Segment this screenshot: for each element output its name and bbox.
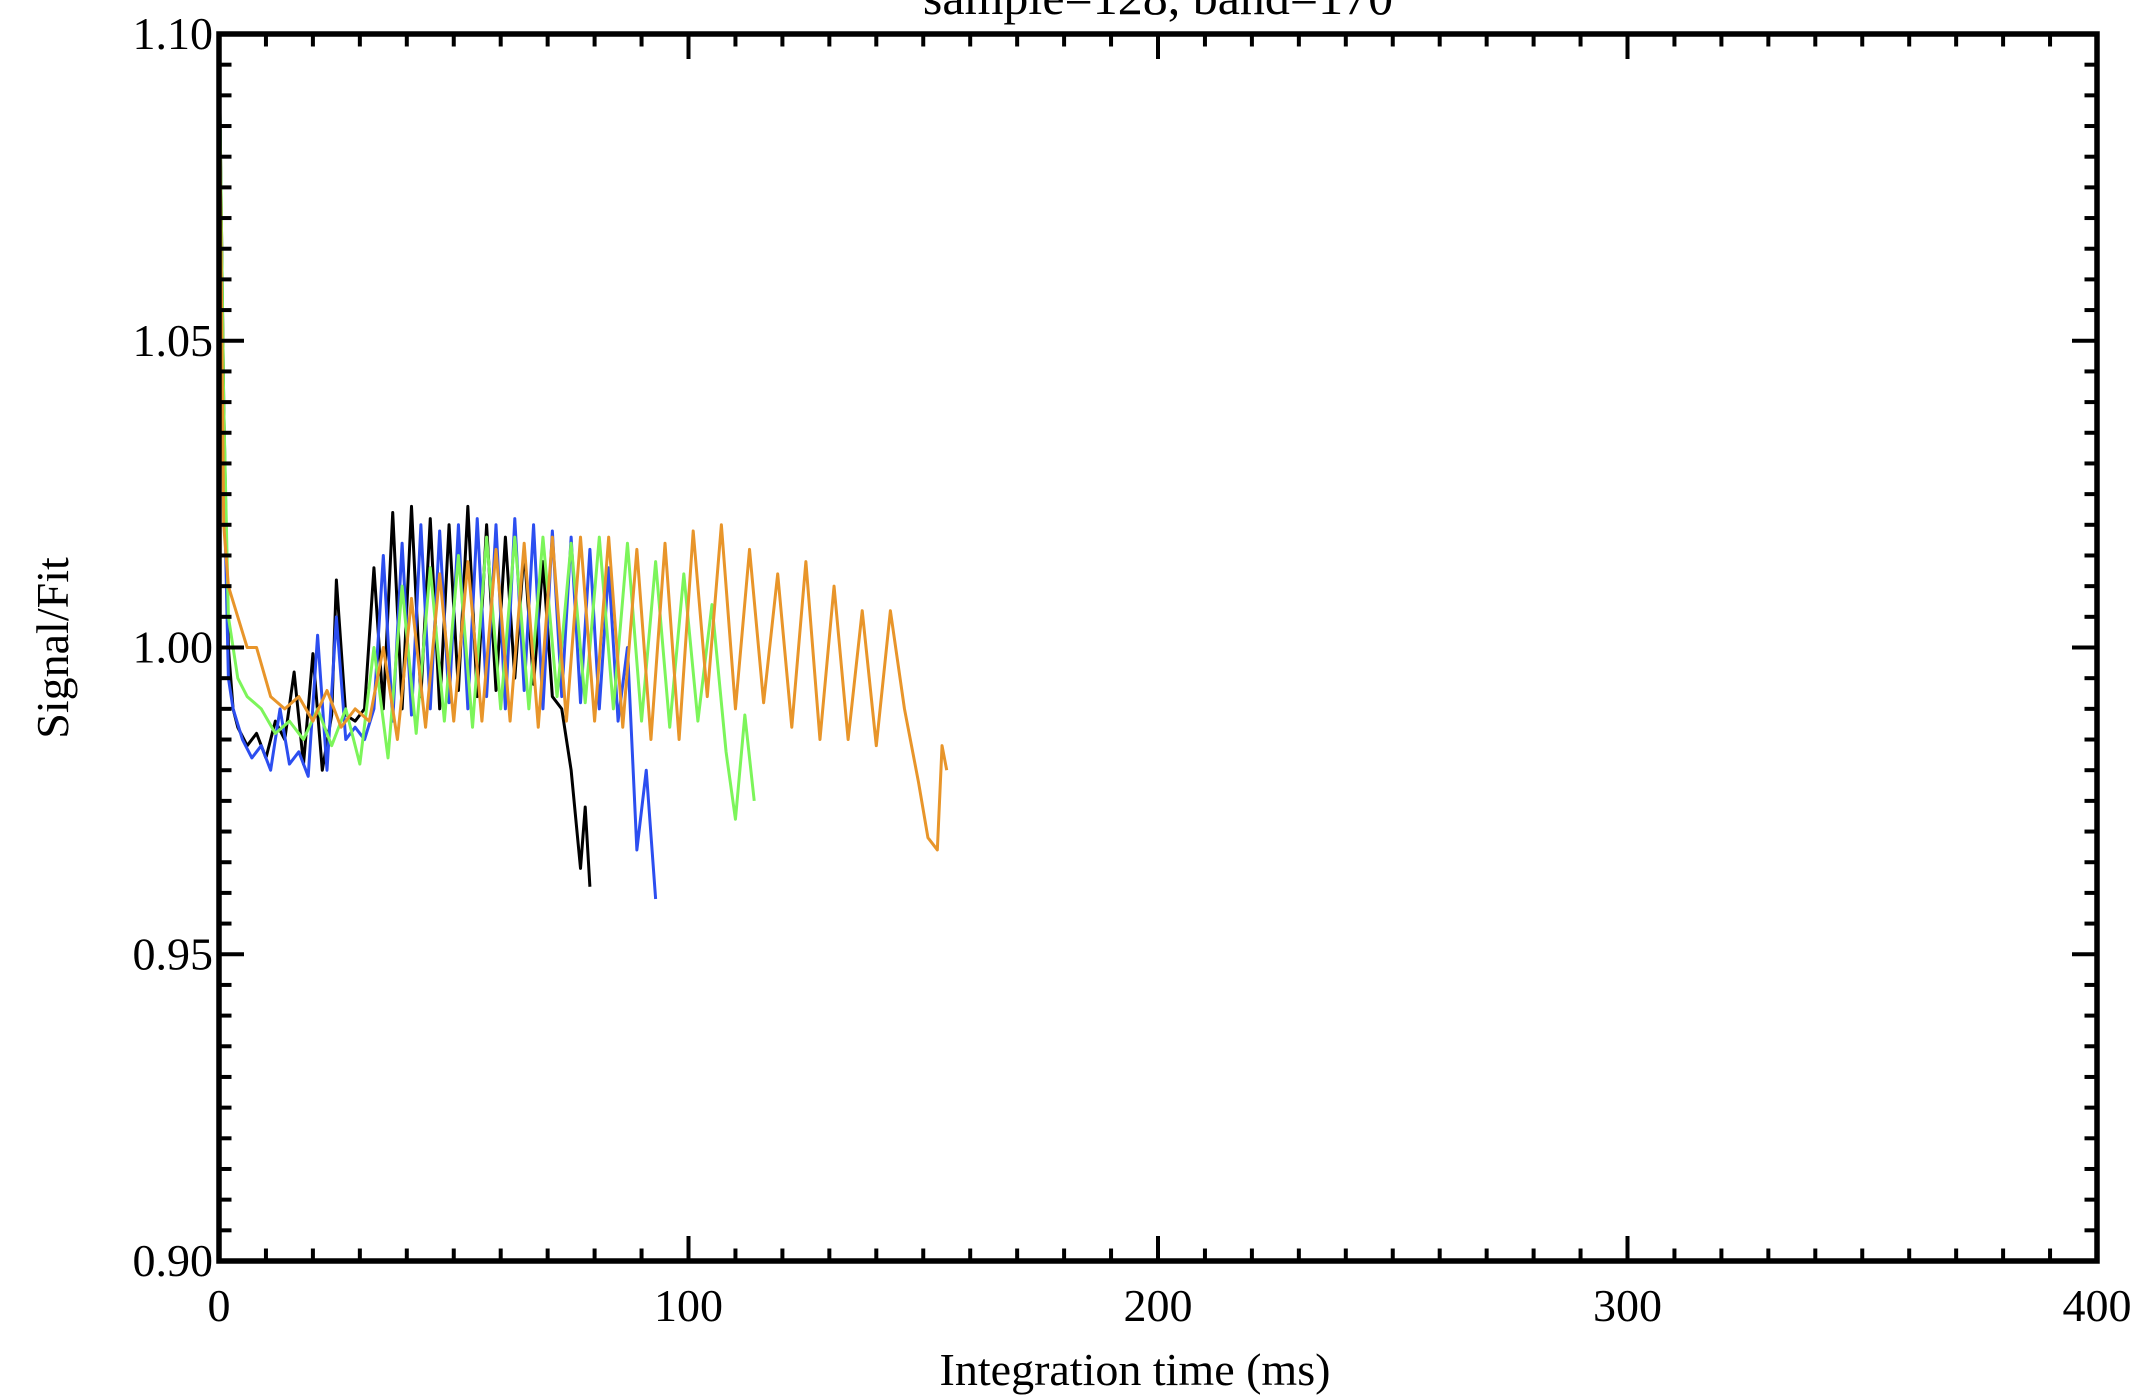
x-axis-label: Integration time (ms) <box>940 1344 1331 1395</box>
data-line <box>219 34 756 821</box>
y-tick-label: 1.10 <box>133 8 214 59</box>
x-tick-label: 100 <box>654 1280 723 1331</box>
x-tick-label: 200 <box>1124 1280 1193 1331</box>
y-tick-label: 0.90 <box>133 1235 214 1286</box>
x-tick-label: 0 <box>208 1280 231 1331</box>
y-tick-label: 1.00 <box>133 622 214 673</box>
chart-title: sample=128, band=170 <box>923 0 1393 25</box>
y-axis-label: Signal/Fit <box>27 557 78 739</box>
plot-frame <box>216 31 2100 1264</box>
data-line <box>219 34 592 887</box>
data-line <box>219 34 949 852</box>
x-tick-label: 400 <box>2063 1280 2132 1331</box>
y-tick-label: 0.95 <box>133 928 214 979</box>
y-tick-label: 1.05 <box>133 315 214 366</box>
data-line <box>219 34 658 900</box>
plot-clip-group <box>219 34 949 900</box>
x-tick-label: 300 <box>1593 1280 1662 1331</box>
